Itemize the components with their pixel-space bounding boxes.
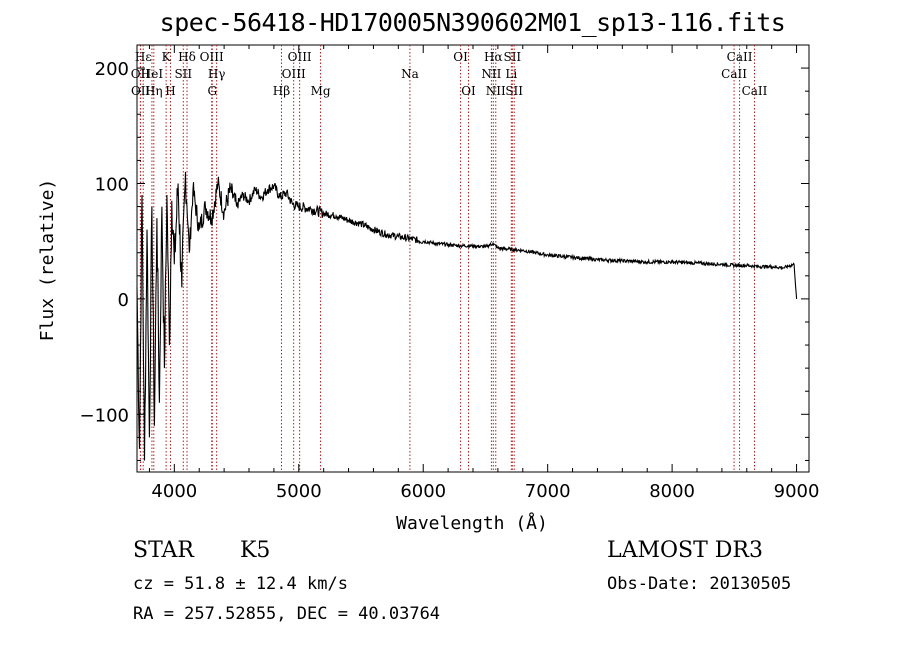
y-tick-label: 200 [95, 59, 129, 80]
x-tick-label: 5000 [276, 481, 322, 502]
spectral-line-label: SII [503, 50, 521, 64]
spectral-line-label: Hδ [178, 50, 196, 64]
ra-dec-coordinates: RA = 257.52855, DEC = 40.03764 [133, 604, 441, 624]
spectral-line-label: K [162, 50, 172, 64]
spectral-line-label: HeI [141, 67, 164, 81]
x-tick-label: 7000 [525, 481, 571, 502]
object-subclass: K5 [240, 538, 271, 563]
x-tick-label: 6000 [400, 481, 446, 502]
spectral-line-label: Hε [135, 50, 152, 64]
y-tick-label: 100 [95, 174, 129, 195]
spectral-line-label: Hα [484, 50, 503, 64]
spectral-line-label: Hγ [208, 67, 226, 81]
plot-area [136, 44, 810, 473]
x-tick-label: 8000 [649, 481, 695, 502]
spectral-line-label: Hβ [273, 84, 290, 98]
spectral-line-label: H [165, 84, 175, 98]
spectrum-flux-line [136, 171, 798, 461]
y-axis-label: Flux (relative) [37, 179, 58, 342]
spectral-line-label: Hη [145, 84, 163, 98]
spectral-line-label: OI [453, 50, 468, 64]
spectral-line-label: OIII [288, 50, 312, 64]
spectral-line-label: OIII [200, 50, 224, 64]
observation-date: Obs-Date: 20130505 [607, 574, 792, 594]
spectral-line-label: NII [486, 84, 506, 98]
spectral-line-label: Mg [311, 84, 331, 98]
spectral-line-label: NII [481, 67, 501, 81]
spectral-line-label: OII [131, 67, 151, 81]
spectral-line-label: SII [174, 67, 192, 81]
object-type: STAR [133, 538, 194, 563]
spectral-line-label: CaII [727, 50, 753, 64]
spectral-line-label: G [207, 84, 217, 98]
x-axis-label: Wavelength (Å) [396, 512, 548, 534]
spectral-line-label: OI [461, 84, 476, 98]
survey-name: LAMOST DR3 [607, 538, 763, 563]
redshift-cz: cz = 51.8 ± 12.4 km/s [133, 574, 348, 594]
y-tick-label: −100 [80, 405, 129, 426]
x-tick-label: 4000 [151, 481, 197, 502]
y-tick-label: 0 [118, 290, 129, 311]
spectral-line-label: OIII [282, 67, 306, 81]
x-tick-label: 9000 [774, 481, 820, 502]
chart-title: spec-56418-HD170005N390602M01_sp13-116.f… [159, 8, 786, 37]
spectral-line-label: Na [401, 67, 419, 81]
spectral-line-label: CaII [721, 67, 747, 81]
spectral-line-label: Li [505, 67, 517, 81]
spectral-line-label: CaII [742, 84, 768, 98]
spectral-line-label: SII [505, 84, 523, 98]
